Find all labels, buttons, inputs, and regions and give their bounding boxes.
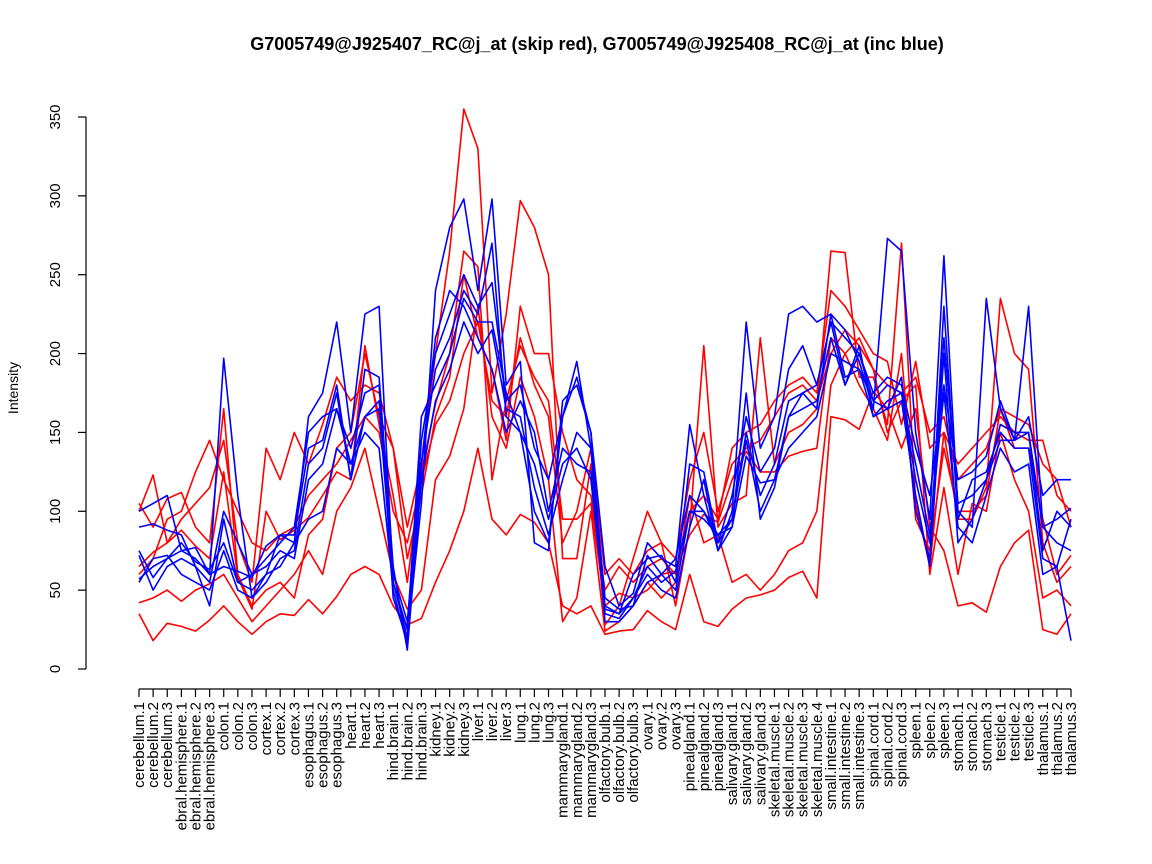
x-tick-label: cortex.3 [286,702,303,755]
x-tick-label: spleen.1 [908,702,925,759]
x-tick-label: ebral.hemisphere.1 [173,702,190,830]
x-tick-label: stomach.1 [950,702,967,771]
x-tick-label: olfactory.bulb.2 [611,702,628,803]
inc-series-line-9 [138,273,1072,642]
x-tick-label: testicle.1 [992,702,1009,761]
x-tick-label: testicle.2 [1007,702,1024,761]
x-tick-label: olfactory.bulb.1 [597,702,614,803]
x-tick-label: salivary.gland.1 [724,702,741,805]
x-tick-label: thalamus.1 [1035,702,1052,775]
x-tick-label: spleen.3 [936,702,953,759]
x-tick-label: colon.1 [216,702,233,750]
y-tick-label: 350 [47,104,64,129]
y-tick-label: 200 [47,341,64,366]
x-tick-label: mammarygland.1 [555,702,572,818]
x-tick-label: skeletal.muscle.2 [781,702,798,817]
x-tick-label: hind.brain.3 [413,702,430,780]
x-tick-label: spinal.cord.3 [894,702,911,787]
x-tick-label: ebral.hemisphere.2 [187,702,204,830]
x-tick-label: spleen.2 [922,702,939,759]
x-tick-label: cerebellum.3 [159,702,176,788]
skip-series-line-2 [138,305,1072,632]
x-tick-label: ovary.3 [668,702,685,750]
x-tick-label: pinealgland.2 [696,702,713,791]
x-tick-label: kidney.1 [428,702,445,757]
x-tick-label: liver.2 [484,702,501,741]
x-tick-label: heart.2 [357,702,374,749]
x-tick-label: mammarygland.2 [569,702,586,818]
x-tick-label: cerebellum.1 [131,702,148,788]
x-tick-label: spinal.cord.2 [879,702,896,787]
x-tick-label: hind.brain.2 [399,702,416,780]
x-tick-label: hind.brain.1 [385,702,402,780]
skip-series-line-5 [138,108,1072,626]
x-tick-label: small.intestine.1 [823,702,840,810]
x-tick-label: skeletal.muscle.4 [809,702,826,817]
x-tick-label: colon.3 [244,702,261,750]
inc-series-line-11 [138,305,1072,651]
x-tick-label: heart.1 [343,702,360,749]
x-tick-label: colon.2 [230,702,247,750]
x-tick-label: thalamus.2 [1049,702,1066,775]
x-tick-label: ovary.2 [653,702,670,750]
chart-title: G7005749@J925407_RC@j_at (skip red), G70… [250,34,944,54]
x-tick-label: esophagus.1 [300,702,317,788]
y-tick-label: 250 [47,262,64,287]
x-tick-label: kidney.3 [456,702,473,757]
y-axis: 0 50 100 150 200 250 300 350 [47,104,87,673]
x-tick-label: lung.2 [526,702,543,743]
x-tick-label: salivary.gland.3 [752,702,769,805]
x-tick-label: esophagus.2 [315,702,332,788]
x-tick-label: mammarygland.3 [583,702,600,818]
inc-series-line-10 [138,297,1072,631]
x-tick-label: cortex.1 [258,702,275,755]
x-tick-label: lung.3 [541,702,558,743]
x-tick-label: lung.1 [512,702,529,743]
y-tick-label: 150 [47,420,64,445]
y-axis-label: Intensity [5,362,21,414]
x-tick-label: skeletal.muscle.1 [766,702,783,817]
x-axis: cerebellum.1cerebellum.2cerebellum.3ebra… [131,688,1080,830]
x-tick-label: salivary.gland.2 [738,702,755,805]
x-tick-label: liver.3 [498,702,515,741]
x-tick-label: kidney.2 [442,702,459,757]
x-tick-label: ovary.1 [639,702,656,750]
x-tick-label: liver.1 [470,702,487,741]
y-tick-label: 50 [47,582,64,599]
x-tick-label: pinealgland.3 [710,702,727,791]
x-tick-label: stomach.3 [978,702,995,771]
y-tick-label: 100 [47,499,64,524]
x-tick-label: spinal.cord.1 [865,702,882,787]
x-tick-label: cortex.2 [272,702,289,755]
x-tick-label: heart.3 [371,702,388,749]
x-tick-label: pinealgland.1 [682,702,699,791]
x-tick-label: esophagus.3 [329,702,346,788]
inc-series-line-12 [138,242,1072,623]
x-tick-label: skeletal.muscle.3 [795,702,812,817]
x-tick-label: small.intestine.2 [837,702,854,810]
y-tick-label: 0 [47,665,64,673]
x-tick-label: cerebellum.2 [145,702,162,788]
x-tick-label: testicle.3 [1021,702,1038,761]
skip-series-line-1 [138,390,1072,642]
y-tick-label: 300 [47,183,64,208]
x-tick-label: thalamus.3 [1063,702,1080,775]
series-layer [138,108,1072,651]
x-tick-label: ebral.hemisphere.3 [202,702,219,830]
x-tick-label: small.intestine.3 [851,702,868,810]
x-tick-label: olfactory.bulb.3 [625,702,642,803]
x-tick-label: stomach.2 [964,702,981,771]
